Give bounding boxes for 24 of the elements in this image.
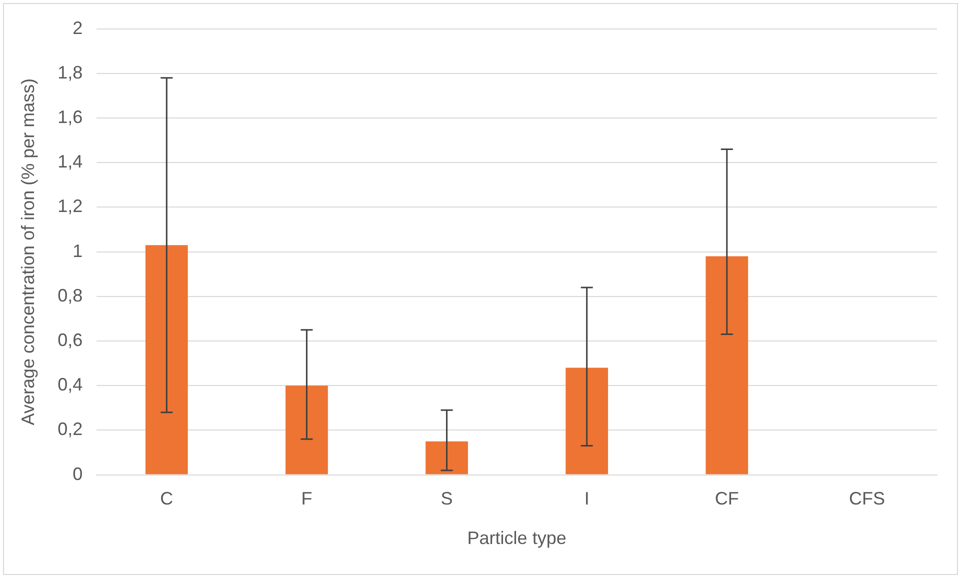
y-tick-label: 2: [72, 18, 83, 38]
y-tick-label: 1,8: [58, 62, 83, 82]
y-tick-label: 0,8: [58, 285, 83, 306]
y-tick-label: 0,2: [58, 419, 83, 440]
x-tick-label: S: [440, 488, 453, 509]
x-axis-title: Particle type: [467, 528, 566, 548]
y-tick-label: 1: [72, 240, 83, 261]
bar: [426, 441, 468, 474]
bar: [286, 386, 328, 474]
x-tick-label: C: [160, 488, 174, 509]
x-tick-label: CF: [714, 488, 739, 509]
bar: [706, 256, 748, 474]
x-tick-label: F: [301, 488, 312, 509]
y-axis-title: Average concentration of iron (% per mass): [18, 78, 38, 426]
bar: [566, 368, 608, 474]
y-tick-label: 1,2: [58, 196, 83, 216]
x-tick-label: CFS: [848, 488, 885, 509]
y-tick-label: 0,6: [58, 330, 83, 350]
y-tick-label: 1,6: [58, 106, 83, 127]
y-tick-label: 0: [72, 464, 83, 484]
x-tick-label: I: [584, 488, 590, 509]
y-tick-label: 0,4: [58, 374, 83, 395]
bar: [145, 245, 188, 474]
y-tick-label: 1,4: [58, 152, 83, 172]
